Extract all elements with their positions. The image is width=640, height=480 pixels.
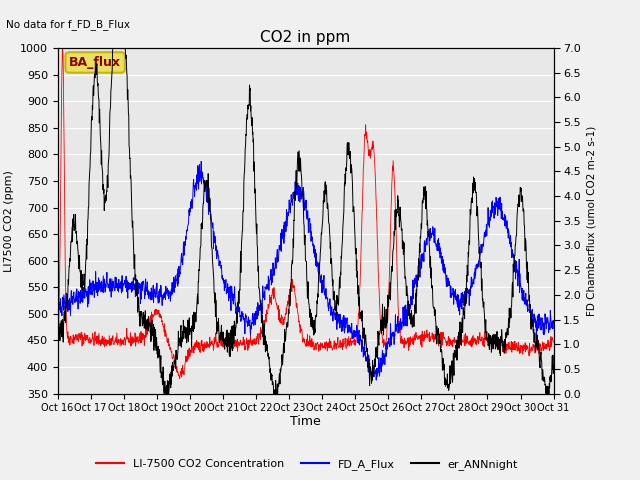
X-axis label: Time: Time xyxy=(290,415,321,428)
Text: BA_flux: BA_flux xyxy=(69,56,121,69)
Y-axis label: LI7500 CO2 (ppm): LI7500 CO2 (ppm) xyxy=(4,170,14,272)
Legend: LI-7500 CO2 Concentration, FD_A_Flux, er_ANNnight: LI-7500 CO2 Concentration, FD_A_Flux, er… xyxy=(92,455,523,474)
Y-axis label: FD Chamberflux (umol CO2 m-2 s-1): FD Chamberflux (umol CO2 m-2 s-1) xyxy=(587,126,596,316)
Text: No data for f_FD_B_Flux: No data for f_FD_B_Flux xyxy=(6,19,131,30)
Title: CO2 in ppm: CO2 in ppm xyxy=(260,30,351,46)
